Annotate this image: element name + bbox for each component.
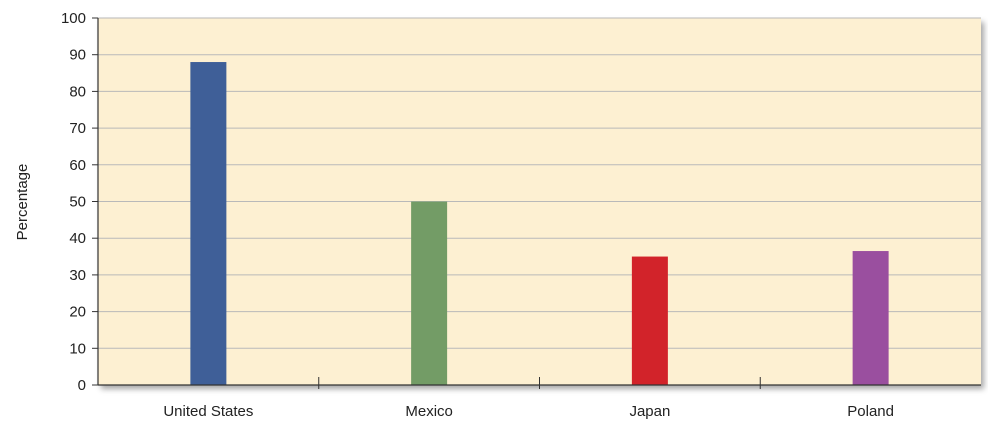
bars [190,62,889,385]
x-tick-label-poland: Poland [847,403,894,420]
y-tick-label-60: 60 [69,157,86,174]
y-tick-label-10: 10 [69,340,86,357]
axes [92,17,981,389]
y-tick-label-80: 80 [69,83,86,100]
y-tick-label-70: 70 [69,120,86,137]
bar-mexico [411,201,448,385]
x-tick-label-mexico: Mexico [405,403,453,420]
y-tick-label-100: 100 [61,10,86,27]
y-tick-label-40: 40 [69,230,86,247]
bar-poland [852,251,889,385]
y-tick-label-90: 90 [69,47,86,64]
gridlines [98,17,981,349]
bar-united-states [190,62,227,385]
x-tick-label-japan: Japan [629,403,670,420]
y-tick-label-20: 20 [69,304,86,321]
y-tick-label-30: 30 [69,267,86,284]
y-tick-label-50: 50 [69,194,86,211]
y-tick-label-0: 0 [78,377,86,394]
x-tick-label-united-states: United States [163,403,253,420]
bar-japan [631,256,668,385]
y-axis-title: Percentage [14,164,31,241]
tick-labels: 0 10 20 30 40 50 60 70 80 90 100 United States Mexic… [61,10,894,420]
